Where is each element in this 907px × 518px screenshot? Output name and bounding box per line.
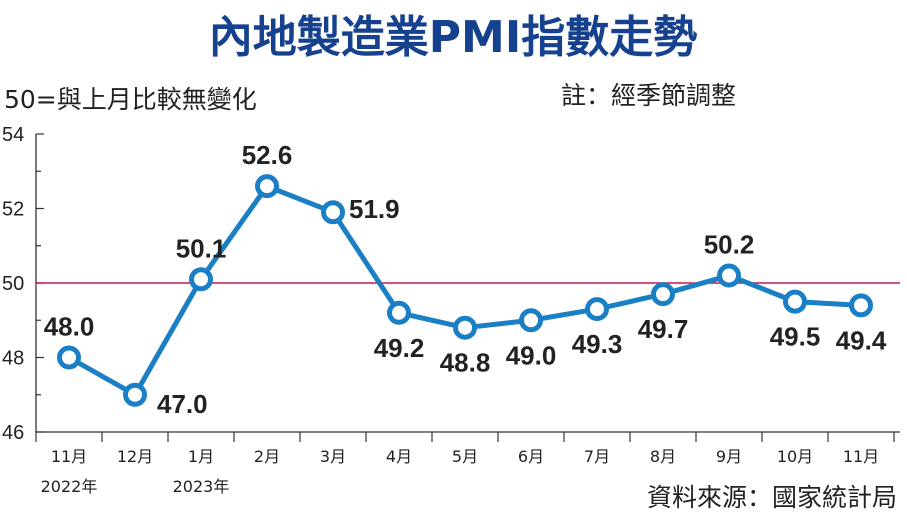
data-point (321, 200, 345, 225)
data-label: 48.8 (440, 348, 491, 378)
chart-subtitle: 50=與上月比較無變化 (4, 85, 257, 114)
data-point (651, 282, 675, 307)
x-tick-label: 1月 (188, 447, 214, 466)
data-point (123, 382, 147, 407)
data-label: 47.0 (157, 389, 208, 419)
y-tick-label: 54 (2, 124, 24, 146)
x-tick-label: 7月 (584, 447, 610, 466)
data-point (519, 308, 543, 333)
data-point (189, 267, 213, 292)
data-label: 50.2 (704, 230, 755, 260)
x-tick-label: 12月 (117, 447, 153, 466)
x-tick-label: 10月 (777, 447, 813, 466)
data-label: 50.1 (176, 233, 227, 263)
data-label: 49.0 (506, 340, 557, 370)
y-tick-label: 52 (2, 199, 24, 221)
data-point (453, 315, 477, 340)
series-pmi (57, 174, 873, 407)
data-label: 49.4 (836, 325, 887, 355)
data-label: 51.9 (349, 194, 400, 224)
data-labels: 48.0 47.0 50.1 52.6 51.9 49.2 48.8 49.0 49.3 49.7… (44, 140, 887, 419)
chart-note: 註：經季節調整 (561, 81, 736, 110)
data-label: 52.6 (242, 140, 293, 170)
x-tick-label: 9月 (716, 447, 742, 466)
y-tick-label: 46 (2, 422, 24, 444)
data-label: 48.0 (44, 312, 95, 342)
y-axis-ticks: 46 48 50 52 54 (2, 124, 44, 444)
x-year-label: 2023年 (173, 477, 230, 496)
y-tick-label: 48 (2, 348, 24, 370)
y-tick-label: 50 (2, 273, 24, 295)
chart-title: 內地製造業PMI指數走勢 (209, 12, 697, 63)
x-tick-label: 11月 (51, 447, 87, 466)
data-label: 49.3 (572, 329, 623, 359)
x-tick-label: 8月 (650, 447, 676, 466)
x-tick-label: 6月 (518, 447, 544, 466)
x-axis-ticks: 11月 2022年 12月 1月 2023年 2月 3月 4月 5月 6月 7月 8月 9月 10月 11月 (35, 432, 895, 496)
data-point (717, 263, 741, 288)
data-point (849, 293, 873, 318)
data-point (57, 345, 81, 370)
x-tick-label: 4月 (386, 447, 412, 466)
x-year-label: 2022年 (41, 477, 98, 496)
data-label: 49.5 (770, 322, 821, 352)
data-label: 49.2 (374, 333, 425, 363)
data-point (255, 174, 279, 199)
x-tick-label: 11月 (843, 447, 879, 466)
x-tick-label: 5月 (452, 447, 478, 466)
data-point (783, 289, 807, 314)
x-tick-label: 3月 (320, 447, 346, 466)
x-tick-label: 2月 (254, 447, 280, 466)
data-point (585, 297, 609, 322)
data-label: 49.7 (638, 314, 689, 344)
chart-source: 資料來源：國家統計局 (647, 483, 897, 512)
data-point (387, 300, 411, 325)
